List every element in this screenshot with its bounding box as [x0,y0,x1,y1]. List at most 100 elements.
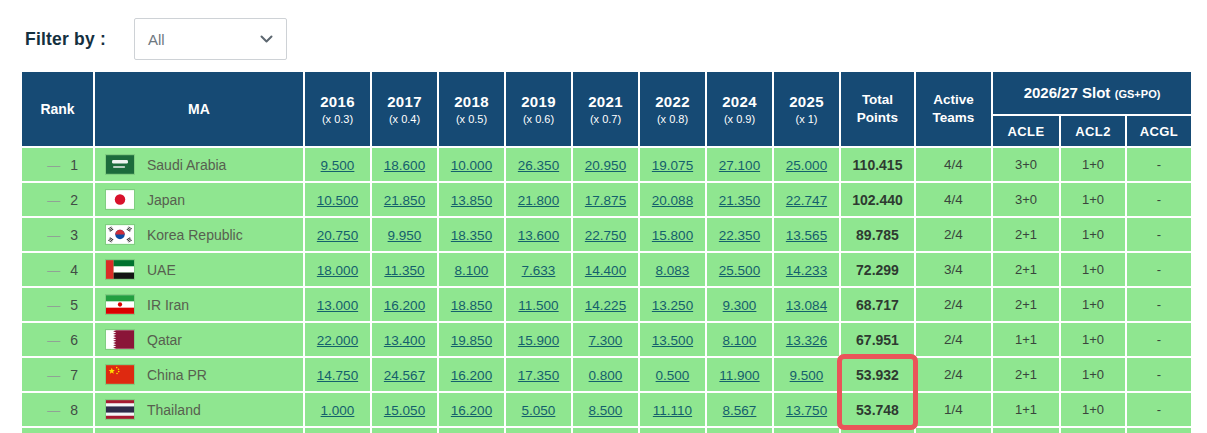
points-link[interactable]: 11.110 [653,403,692,418]
points-link[interactable]: 27.100 [719,158,760,173]
points-link[interactable]: 16.200 [451,403,492,418]
active-teams-cell: 1/4 [916,393,991,426]
points-link[interactable]: 17.875 [585,193,626,208]
points-link[interactable]: 9.500 [790,368,824,383]
points-cell: 7.300 [573,323,638,356]
points-link[interactable]: 13.500 [652,333,693,348]
points-link[interactable]: 15.800 [652,228,693,243]
points-link[interactable]: 21.850 [384,193,425,208]
points-cell: 22.747 [774,183,839,216]
table-header: Rank MA 2016 (x 0.3) 2017 (x 0.4) 2018 (… [22,72,1191,146]
total-points-line: Total [841,91,914,109]
points-link[interactable]: 25.500 [719,263,760,278]
active-teams-cell: 4/4 [916,148,991,181]
points-link[interactable]: 22.000 [317,333,358,348]
points-cell: 21.350 [707,183,772,216]
col-header-rank: Rank [22,72,93,146]
points-link[interactable]: 8.100 [455,263,489,278]
slot-note: (GS+PO) [1115,88,1161,100]
points-link[interactable]: 0.500 [656,368,690,383]
slot-cell: - [1127,183,1191,216]
points-link[interactable]: 15.050 [384,403,425,418]
points-link[interactable]: 22.747 [786,193,827,208]
points-link[interactable]: 11.350 [384,263,424,278]
points-link[interactable]: 20.750 [317,228,358,243]
points-link[interactable]: 22.750 [585,228,626,243]
points-link[interactable]: 24.567 [384,368,425,383]
points-link[interactable]: 14.225 [585,298,626,313]
points-link[interactable]: 13.850 [451,193,492,208]
points-cell: 9.950 [372,218,437,251]
points-link[interactable]: 20.950 [585,158,626,173]
points-link[interactable]: 25.000 [786,158,827,173]
filter-dropdown[interactable]: All [134,18,287,60]
col-header-2019: 2019 (x 0.6) [506,72,571,146]
points-link[interactable]: 13.750 [786,403,827,418]
points-link[interactable]: 22.350 [719,228,760,243]
trend-dash-icon: — [47,228,60,243]
points-link[interactable]: 18.000 [317,263,358,278]
points-link[interactable]: 13.250 [652,298,693,313]
points-cell: 18.000 [305,253,370,286]
points-link[interactable]: 13.000 [317,298,358,313]
points-link[interactable]: 5.050 [522,403,556,418]
rank-number: 5 [70,297,78,313]
points-cell: 26.350 [506,148,571,181]
col-header-ma: MA [95,72,303,146]
points-link[interactable]: 11.500 [518,298,558,313]
points-link[interactable]: 20.088 [652,193,693,208]
points-link[interactable]: 17.350 [518,368,559,383]
points-link[interactable]: 7.300 [589,333,623,348]
points-link[interactable]: 8.100 [723,333,757,348]
points-link[interactable]: 19.850 [451,333,492,348]
points-link[interactable]: 14.233 [786,263,827,278]
points-link[interactable]: 11.900 [719,368,759,383]
points-cell: 11.350 [372,253,437,286]
points-link[interactable]: 10.500 [317,193,358,208]
table-row: —1Saudi Arabia9.50018.60010.00026.35020.… [22,148,1191,181]
points-link[interactable]: 18.850 [451,298,492,313]
points-link[interactable]: 8.500 [589,403,623,418]
total-points-cell: 67.951 [841,323,914,356]
col-header-2017: 2017 (x 0.4) [372,72,437,146]
points-link[interactable]: 13.600 [518,228,559,243]
empty-cell [640,428,705,433]
points-link[interactable]: 21.350 [719,193,760,208]
points-link[interactable]: 13.400 [384,333,425,348]
points-cell: 15.050 [372,393,437,426]
points-link[interactable]: 8.083 [656,263,690,278]
points-link[interactable]: 1.000 [321,403,355,418]
points-link[interactable]: 9.300 [723,298,757,313]
points-link[interactable]: 14.750 [317,368,358,383]
points-link[interactable]: 0.800 [589,368,623,383]
points-cell: 1.000 [305,393,370,426]
points-link[interactable]: 16.200 [451,368,492,383]
points-link[interactable]: 13.326 [786,333,827,348]
points-link[interactable]: 18.600 [384,158,425,173]
points-link[interactable]: 13.084 [786,298,827,313]
points-link[interactable]: 10.000 [451,158,492,173]
points-link[interactable]: 9.950 [388,228,422,243]
points-link[interactable]: 18.350 [451,228,492,243]
slot-cell: 1+0 [1061,218,1125,251]
points-link[interactable]: 21.800 [518,193,559,208]
year-multiplier: (x 1) [774,113,839,125]
country-name: Thailand [147,402,201,418]
points-link[interactable]: 19.075 [652,158,693,173]
points-link[interactable]: 26.350 [518,158,559,173]
points-link[interactable]: 9.500 [321,158,355,173]
points-cell: 16.200 [439,393,504,426]
slot-cell: - [1127,253,1191,286]
points-link[interactable]: 15.900 [518,333,559,348]
points-link[interactable]: 14.400 [585,263,626,278]
points-cell: 9.500 [305,148,370,181]
year-label: 2018 [439,93,504,110]
points-link[interactable]: 16.200 [384,298,425,313]
empty-cell [707,428,772,433]
points-link[interactable]: 7.633 [522,263,556,278]
slot-cell: 2+1 [993,218,1059,251]
points-link[interactable]: 13.565 [786,228,827,243]
points-cell: 8.567 [707,393,772,426]
points-link[interactable]: 8.567 [723,403,757,418]
active-teams-cell: 2/4 [916,323,991,356]
